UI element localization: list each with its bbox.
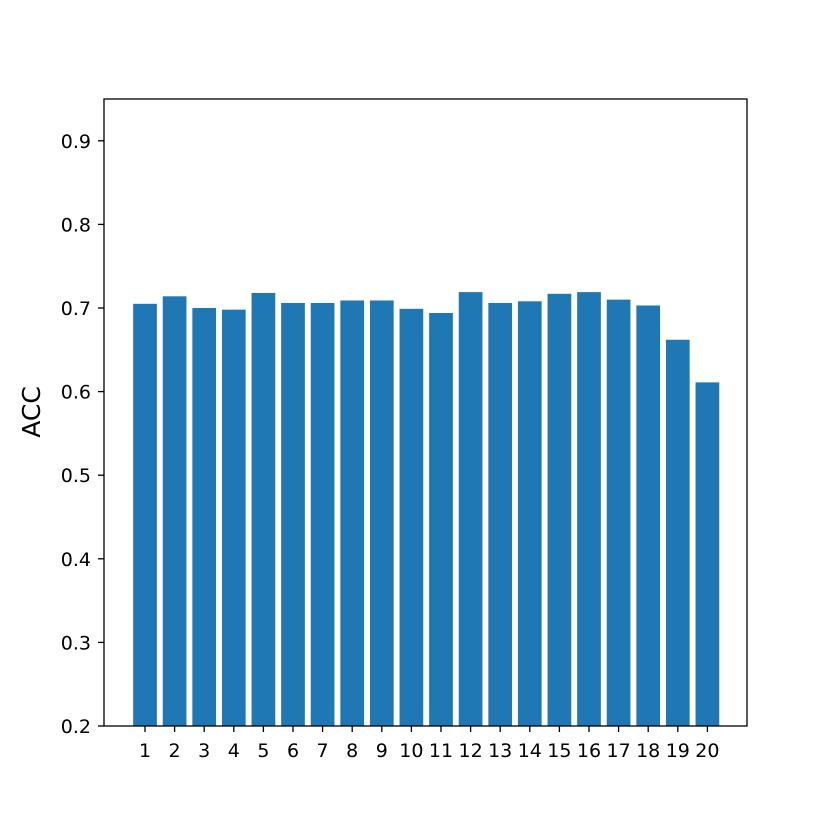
bar-4	[221, 309, 246, 726]
x-tick-label: 14	[518, 740, 542, 762]
bar-3	[192, 308, 217, 726]
bar-6	[281, 302, 305, 726]
x-tick-label: 4	[228, 740, 240, 762]
y-axis: 0.2 0.3 0.4 0.5 0.6 0.7 0.8 0.9	[61, 131, 104, 738]
plot-frame	[103, 98, 748, 727]
y-tick-label: 0.5	[61, 465, 91, 487]
x-tick-label: 1	[139, 740, 151, 762]
x-tick-label: 18	[636, 740, 660, 762]
bar-15	[547, 293, 572, 726]
x-tick-label: 15	[547, 740, 571, 762]
x-tick-label: 9	[376, 740, 388, 762]
y-tick-label: 0.7	[61, 298, 91, 320]
y-tick-label: 0.6	[61, 382, 91, 404]
bar-2	[162, 296, 187, 726]
y-axis-title: ACC	[17, 386, 46, 438]
x-tick-label: 7	[317, 740, 329, 762]
y-tick-label: 0.9	[61, 131, 91, 153]
bar-16	[577, 292, 601, 726]
x-tick-label: 5	[257, 740, 269, 762]
bar-18	[636, 305, 661, 726]
x-tick-label: 17	[607, 740, 631, 762]
bar-11	[429, 313, 453, 726]
x-tick-label: 8	[346, 740, 358, 762]
bar-13	[488, 302, 513, 726]
x-tick-label: 16	[577, 740, 601, 762]
x-axis: 1 2 3 4 5 6 7 8 9 10 11 12 13 14 15 16 17 18 19 20	[139, 726, 719, 762]
bar-5	[251, 292, 276, 726]
bar-10	[399, 308, 424, 726]
y-tick-label: 0.2	[61, 716, 91, 738]
bar-7	[310, 302, 335, 726]
bar-19	[665, 339, 690, 726]
x-tick-label: 20	[695, 740, 719, 762]
x-tick-label: 13	[488, 740, 512, 762]
y-tick-label: 0.8	[61, 214, 91, 236]
y-tick-label: 0.3	[61, 632, 91, 654]
bar-14	[517, 301, 542, 726]
x-tick-label: 19	[666, 740, 690, 762]
x-tick-label: 11	[429, 740, 453, 762]
x-tick-label: 3	[198, 740, 210, 762]
y-tick-label: 0.4	[61, 549, 91, 571]
bars-group	[133, 292, 720, 726]
bar-17	[606, 299, 631, 726]
bar-9	[369, 300, 394, 726]
x-tick-label: 10	[399, 740, 423, 762]
bar-1	[133, 303, 157, 726]
bar-20	[695, 382, 720, 726]
x-tick-label: 12	[459, 740, 483, 762]
bar-12	[458, 292, 483, 726]
x-tick-label: 2	[169, 740, 181, 762]
bar-8	[340, 300, 365, 726]
x-tick-label: 6	[287, 740, 299, 762]
